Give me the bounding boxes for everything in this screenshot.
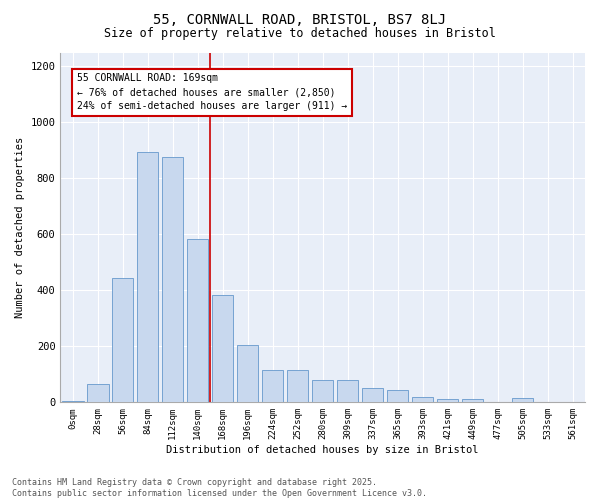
Bar <box>62 401 83 402</box>
Bar <box>87 384 109 402</box>
Text: 55, CORNWALL ROAD, BRISTOL, BS7 8LJ: 55, CORNWALL ROAD, BRISTOL, BS7 8LJ <box>154 12 446 26</box>
Bar <box>187 238 208 402</box>
Bar <box>137 152 158 403</box>
Bar <box>162 158 184 402</box>
Bar <box>112 278 133 402</box>
Text: Contains HM Land Registry data © Crown copyright and database right 2025.
Contai: Contains HM Land Registry data © Crown c… <box>12 478 427 498</box>
Y-axis label: Number of detached properties: Number of detached properties <box>15 137 25 318</box>
Bar <box>362 388 383 402</box>
Bar <box>237 345 259 403</box>
Bar <box>212 294 233 403</box>
Bar <box>462 399 483 402</box>
Bar <box>337 380 358 402</box>
X-axis label: Distribution of detached houses by size in Bristol: Distribution of detached houses by size … <box>166 445 479 455</box>
Bar <box>287 370 308 402</box>
Bar <box>437 399 458 402</box>
Text: 55 CORNWALL ROAD: 169sqm
← 76% of detached houses are smaller (2,850)
24% of sem: 55 CORNWALL ROAD: 169sqm ← 76% of detach… <box>77 74 347 112</box>
Bar <box>312 380 334 402</box>
Text: Size of property relative to detached houses in Bristol: Size of property relative to detached ho… <box>104 28 496 40</box>
Bar <box>387 390 408 402</box>
Bar <box>262 370 283 402</box>
Bar <box>412 396 433 402</box>
Bar <box>512 398 533 402</box>
